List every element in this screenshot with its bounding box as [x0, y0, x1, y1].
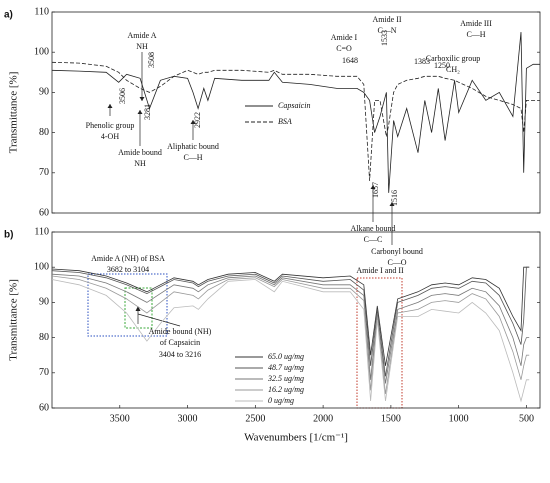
plot-frame	[51, 11, 541, 214]
legend-label: 16.2 ug/mg	[268, 385, 304, 394]
annotation: C—H	[466, 30, 485, 39]
y-tick-label: 100	[34, 46, 49, 57]
annotation: Amide II	[372, 15, 401, 24]
annotation: 1657	[371, 182, 380, 198]
arrow-head	[137, 110, 143, 114]
x-tick-label: 3000	[178, 413, 198, 424]
annotation: Amide I and II	[356, 266, 404, 275]
legend-label: BSA	[278, 117, 292, 126]
y-tick-label: 100	[34, 261, 49, 272]
legend-label: 32.5 ug/mg	[267, 374, 304, 383]
y-tick-label: 110	[34, 6, 49, 17]
annotation: NH	[136, 42, 148, 51]
spectrum-line	[51, 279, 530, 403]
y-tick-label: 70	[39, 167, 49, 178]
y-axis-label: Transmittance [%]	[8, 72, 20, 154]
y-tick-label: 90	[39, 87, 49, 98]
annotation: Carbonyl bound	[371, 247, 423, 256]
annotation: C—H	[183, 153, 202, 162]
annotation: 1648	[342, 56, 358, 65]
y-tick-label: 60	[39, 402, 49, 413]
annotation: C=O	[336, 44, 352, 53]
panel-label: b)	[4, 230, 13, 241]
spectrum-line	[51, 273, 530, 384]
y-tick-label: 110	[34, 226, 49, 237]
annotation: Amide I	[331, 33, 358, 42]
y-tick-label: 90	[39, 297, 49, 308]
annotation: Carboxilic group	[426, 54, 480, 63]
arrow-head	[190, 120, 196, 124]
x-tick-label: 2500	[245, 413, 265, 424]
annotation: Aliphatic bound	[167, 142, 219, 151]
arrow-head	[107, 104, 113, 108]
spectrum-line	[51, 266, 530, 377]
arrow-head	[135, 306, 141, 311]
x-axis-label: Wavenumbers [1/cm⁻¹]	[244, 432, 348, 444]
y-tick-label: 80	[39, 127, 49, 138]
annotation: Phenolic group	[86, 121, 135, 130]
annotation: 2922	[193, 112, 202, 128]
arrow-head	[389, 202, 395, 206]
y-tick-label: 60	[39, 207, 49, 218]
annotation: Amide A	[127, 31, 156, 40]
plot-frame	[51, 231, 541, 409]
legend-label: 48.7 ug/mg	[268, 363, 304, 372]
x-tick-label: 2000	[313, 413, 333, 424]
legend-label: 0 ug/mg	[268, 396, 294, 405]
annotation: 1250	[434, 61, 450, 70]
annotation: Amide III	[460, 19, 492, 28]
capsaicin-box	[124, 287, 153, 329]
spectrum-line	[51, 61, 540, 181]
annotation: 3281	[143, 104, 152, 120]
arrow-head	[370, 185, 376, 189]
x-tick-label: 1000	[449, 413, 469, 424]
y-tick-label: 80	[39, 332, 49, 343]
arrow-head	[139, 97, 145, 101]
annotation: 1383	[414, 57, 430, 66]
panel-label: a)	[4, 10, 13, 21]
spectrum-line	[51, 275, 530, 394]
annotation: Amide A (NH) of BSA	[91, 254, 165, 263]
annotation: 1533	[380, 30, 389, 46]
annotation: 4-OH	[101, 132, 119, 141]
annotation: 3508	[147, 52, 156, 68]
arrow-line	[137, 313, 181, 327]
x-tick-label: 3500	[110, 413, 130, 424]
x-tick-label: 1500	[381, 413, 401, 424]
bsa-box	[87, 273, 168, 337]
annotation: 3682 to 3104	[107, 265, 149, 274]
annotation: 3404 to 3216	[159, 350, 201, 359]
x-tick-label: 500	[519, 413, 534, 424]
annotation: C—C	[364, 235, 383, 244]
y-tick-label: 70	[39, 367, 49, 378]
annotation: NH	[134, 159, 146, 168]
annotation: 3506	[118, 88, 127, 104]
annotation: of Capsaicin	[160, 338, 200, 347]
legend-label: Capsaicin	[278, 101, 310, 110]
annotation: C—N	[377, 26, 396, 35]
spectrum-line	[51, 32, 540, 193]
annotation: Amide bound	[118, 148, 162, 157]
annotation: Amide bound (NH)	[149, 327, 212, 336]
amide-box	[356, 277, 403, 409]
y-axis-label: Transmittance [%]	[8, 279, 20, 361]
annotation: Alkane bound	[350, 224, 395, 233]
annotation: C—O	[387, 258, 406, 267]
legend-label: 65.0 ug/mg	[268, 352, 304, 361]
annotation: CH₂	[446, 65, 460, 74]
annotation: 1516	[390, 190, 399, 206]
spectrum-line	[51, 266, 530, 366]
